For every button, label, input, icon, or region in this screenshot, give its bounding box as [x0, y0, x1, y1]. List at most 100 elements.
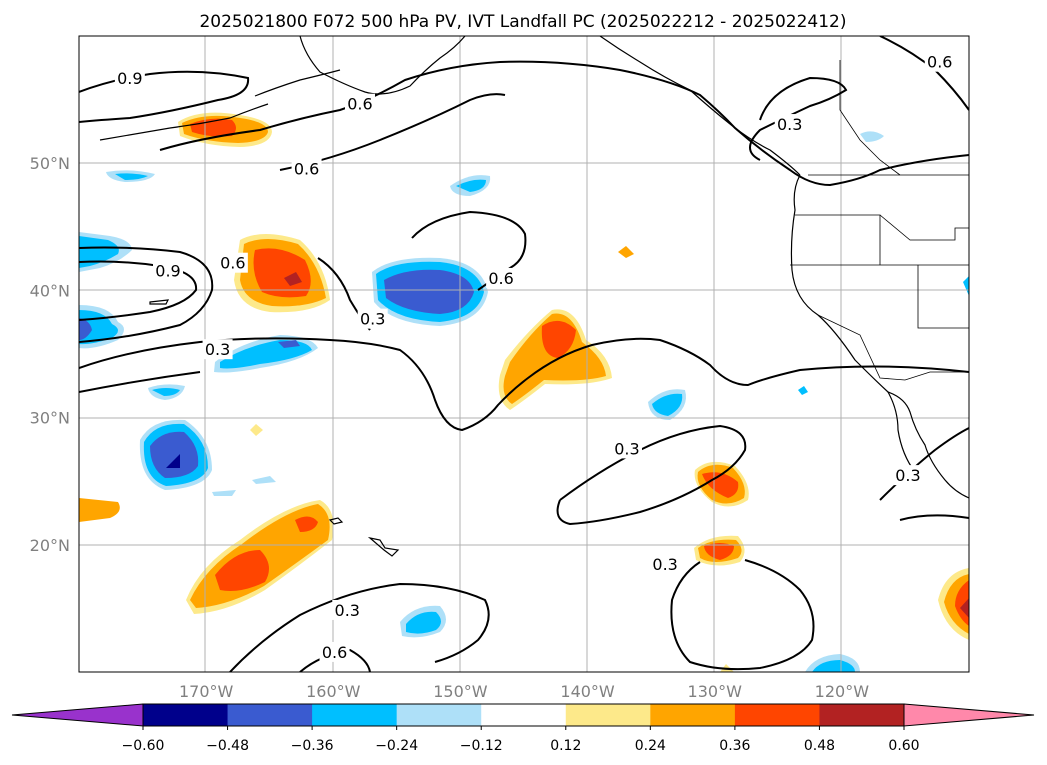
colorbar-bin [481, 704, 567, 726]
contour-label-text: 0.3 [614, 439, 639, 458]
contour-line [229, 582, 490, 672]
contour-label-bg [114, 68, 145, 89]
contour-label: 0.6 [486, 267, 517, 288]
contour-label-text: 0.3 [360, 310, 385, 329]
contour-label: 0.6 [291, 158, 322, 179]
colorbar-tick-label: −0.48 [206, 738, 249, 754]
contour-label: 0.6 [217, 252, 248, 273]
contour-label-bg [924, 51, 955, 72]
lon-tick-label: 170°W [179, 682, 234, 701]
contour-label-text: 0.3 [205, 340, 230, 359]
contour-label: 0.3 [774, 114, 805, 135]
lon-tick-label: 140°W [560, 682, 615, 701]
contour-label-bg [153, 260, 183, 281]
political-borders [790, 60, 969, 381]
contour-line [670, 559, 815, 671]
contour-label-text: 0.6 [294, 160, 319, 179]
colorbar-tick-label: 0.24 [635, 738, 666, 754]
contour-label: 0.9 [153, 260, 183, 281]
colorbar-tick-label: −0.12 [460, 738, 503, 754]
latitude-tick-labels: 20°N 30°N 40°N 50°N [30, 154, 70, 555]
colorbar-bin [734, 704, 820, 726]
coastlines [99, 36, 969, 557]
lat-tick-label: 40°N [30, 281, 70, 300]
colorbar-bin [565, 704, 651, 726]
contour-line [79, 371, 201, 393]
colorbar-tick-label: 0.12 [550, 738, 581, 754]
colorbar-tick-label: −0.24 [375, 738, 418, 754]
contour-line [79, 260, 198, 321]
contour-label: 0.6 [924, 51, 955, 72]
contour-label: 0.3 [332, 599, 363, 620]
contour-label-text: 0.6 [927, 53, 952, 72]
contour-line [279, 93, 506, 171]
lon-tick-label: 160°W [306, 682, 361, 701]
contour-label-text: 0.9 [117, 69, 142, 88]
lat-tick-label: 50°N [30, 154, 70, 173]
map-frame [78, 35, 970, 673]
colorbar: −0.60 −0.48 −0.36 −0.24 −0.12 0.12 0.24 0.36 0.4… [11, 703, 1035, 754]
colorbar-tick-label: 0.48 [804, 738, 835, 754]
lon-tick-label: 130°W [688, 682, 743, 701]
contour-label-bg [332, 599, 363, 620]
colorbar-tick-label: 0.60 [888, 738, 919, 754]
contour-label-bg [486, 267, 517, 288]
contour-label-bg [202, 339, 233, 360]
longitude-tick-labels: 170°W 160°W 150°W 140°W 130°W 120°W [179, 682, 869, 701]
contour-label: 0.9 [114, 68, 145, 89]
contour-label-bg [217, 252, 248, 273]
contour-label-text: 0.3 [895, 466, 920, 485]
colorbar-extend-under [11, 703, 144, 727]
contour-label-bg [892, 465, 923, 486]
map-area: 0.9 0.6 0.6 0.6 0.3 0.9 0.6 0.6 0.3 0.3 0.3 0.3 0.3 0… [79, 36, 969, 672]
colorbar-tick-label: −0.60 [122, 738, 165, 754]
colorbar-tick-label: 0.36 [719, 738, 750, 754]
contour-label-text: 0.9 [155, 261, 180, 280]
contour-label: 0.3 [357, 308, 388, 329]
colorbar-tick-label: −0.36 [291, 738, 334, 754]
contour-label-text: 0.3 [777, 115, 802, 134]
lon-tick-label: 120°W [815, 682, 870, 701]
contour-layer [79, 36, 969, 672]
contour-label-bg [357, 308, 388, 329]
contour-label: 0.6 [319, 641, 350, 662]
chart-title: 2025021800 F072 500 hPa PV, IVT Landfall… [199, 12, 846, 32]
contour-label: 0.3 [892, 465, 923, 486]
colorbar-bin [312, 704, 398, 726]
contour-label-layer: 0.9 0.6 0.6 0.6 0.3 0.9 0.6 0.6 0.3 0.3 0.3 0.3 0.3 0… [114, 51, 955, 662]
lat-tick-label: 30°N [30, 409, 70, 428]
contour-label-bg [650, 554, 681, 575]
colorbar-bin [227, 704, 313, 726]
contour-label-bg [774, 114, 805, 135]
colorbar-bin [819, 704, 905, 726]
contour-label-text: 0.3 [652, 555, 677, 574]
lon-tick-label: 150°W [433, 682, 488, 701]
contour-label-text: 0.3 [335, 601, 360, 620]
contour-label: 0.6 [344, 93, 375, 114]
contour-label: 0.3 [611, 438, 642, 459]
contour-line [79, 246, 214, 343]
lat-tick-label: 20°N [30, 536, 70, 555]
map-gridlines [79, 36, 969, 672]
contour-label-text: 0.6 [322, 643, 347, 662]
contour-label-bg [291, 158, 322, 179]
contour-label: 0.3 [650, 554, 681, 575]
pv-positive-region [79, 498, 120, 522]
colorbar-bin [650, 704, 736, 726]
colorbar-bin [143, 704, 229, 726]
colorbar-bin [396, 704, 482, 726]
contour-label-text: 0.6 [488, 269, 513, 288]
contour-line [899, 514, 969, 521]
contour-line [159, 60, 969, 187]
contour-label-bg [344, 93, 375, 114]
contour-label-bg [611, 438, 642, 459]
colorbar-extend-over [903, 703, 1035, 727]
contour-line [79, 337, 969, 432]
contour-label-text: 0.6 [220, 254, 245, 273]
contour-label-bg [319, 641, 350, 662]
contour-label: 0.3 [202, 339, 233, 360]
contour-line [749, 76, 848, 161]
colorbar-frame [142, 703, 905, 727]
contour-line [299, 648, 371, 672]
